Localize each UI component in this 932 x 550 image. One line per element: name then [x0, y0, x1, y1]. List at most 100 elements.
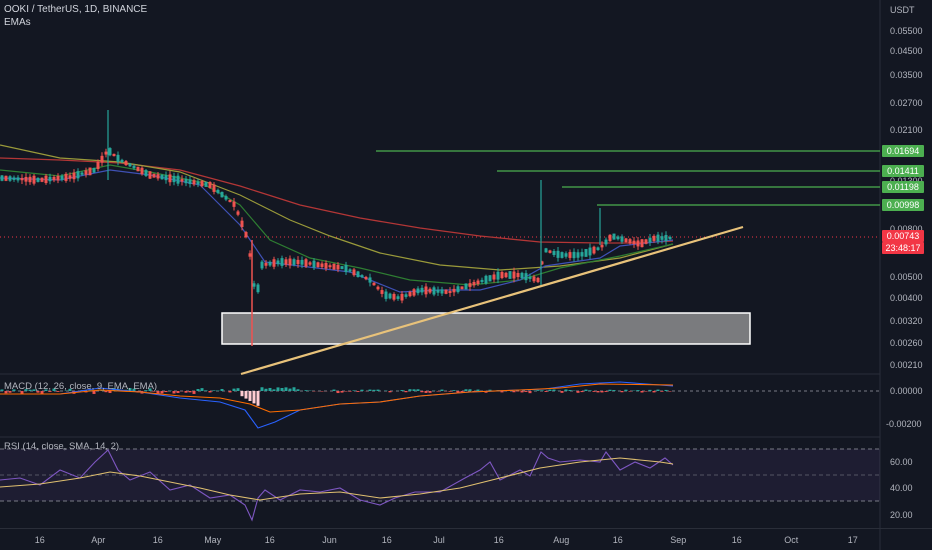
macd-histogram-bar: [548, 389, 552, 391]
macd-histogram-bar: [520, 391, 524, 393]
candle-body: [312, 260, 316, 268]
time-axis-tick: 16: [612, 535, 623, 545]
ema-indicator-label[interactable]: EMAs: [4, 17, 31, 28]
candle-body: [160, 174, 164, 180]
candle-body: [208, 182, 212, 188]
candle-body: [324, 262, 328, 269]
ascending-trend-line[interactable]: [240, 225, 744, 376]
candle-body: [44, 175, 48, 184]
macd-histogram-bar: [256, 391, 260, 406]
price-axis-tick: 0.00260: [890, 338, 923, 348]
candle-body: [544, 248, 548, 253]
candle-body: [16, 177, 20, 181]
candle-body: [444, 289, 448, 294]
candle-body: [192, 180, 196, 185]
macd-histogram-bar: [524, 391, 528, 392]
macd-histogram-bar: [68, 388, 72, 391]
price-axis-tick: 0.02100: [890, 125, 923, 135]
candle-body: [116, 154, 120, 162]
macd-histogram-bar: [252, 391, 256, 404]
macd-histogram-bar: [92, 391, 96, 394]
demand-zone-box[interactable]: [221, 312, 751, 345]
candle-body: [576, 252, 580, 258]
macd-histogram-bar: [272, 389, 276, 391]
candle-body: [376, 286, 380, 290]
candle-body: [36, 177, 40, 182]
candle-body: [428, 288, 432, 293]
time-axis-tick: Aug: [553, 535, 570, 545]
macd-histogram-bar: [612, 390, 616, 391]
macd-histogram-bar: [228, 391, 232, 393]
candle-body: [584, 248, 588, 257]
macd-histogram-bar: [148, 388, 152, 391]
candle-body: [132, 165, 136, 169]
candle-body: [60, 175, 64, 180]
candle-body: [652, 235, 656, 241]
time-axis-tick: 16: [381, 535, 392, 545]
macd-histogram-bar: [628, 391, 632, 392]
macd-histogram-bar: [592, 391, 596, 392]
candle-body: [308, 262, 312, 265]
macd-histogram-bar: [184, 391, 188, 393]
symbol-legend[interactable]: OOKI / TetherUS, 1D, BINANCE: [4, 4, 148, 15]
macd-histogram-bar: [544, 391, 548, 392]
candle-body: [636, 240, 640, 247]
candle-body: [668, 236, 672, 240]
candle-body: [648, 237, 652, 243]
candle-body: [660, 236, 664, 240]
candle-body: [572, 251, 576, 259]
bar-countdown-tag: 23:48:17: [882, 242, 924, 254]
macd-histogram-bar: [536, 390, 540, 391]
macd-histogram-bar: [292, 387, 296, 391]
macd-histogram-bar: [448, 391, 452, 392]
macd-histogram-bar: [608, 389, 612, 391]
candle-body: [412, 289, 416, 296]
candlestick-series: [0, 110, 672, 346]
candle-body: [508, 271, 512, 279]
candle-body: [240, 220, 244, 228]
candle-body: [440, 289, 444, 294]
candle-body: [384, 291, 388, 299]
candle-body: [656, 234, 660, 242]
candle-body: [496, 271, 500, 280]
candle-body: [276, 260, 280, 265]
macd-histogram-bar: [236, 388, 240, 391]
macd-histogram-bar: [244, 391, 248, 399]
macd-histogram-bar: [560, 391, 564, 393]
candle-body: [20, 177, 24, 181]
macd-histogram: [0, 387, 672, 406]
macd-histogram-bar: [588, 390, 592, 391]
macd-histogram-bar: [568, 389, 572, 391]
candle-body: [120, 159, 124, 163]
candle-body: [168, 174, 172, 183]
time-axis-tick: 16: [493, 535, 504, 545]
macd-histogram-bar: [48, 391, 52, 392]
macd-histogram-bar: [476, 389, 480, 391]
candle-body: [580, 252, 584, 257]
candle-body: [628, 239, 632, 244]
candle-body: [140, 167, 144, 175]
candle-body: [156, 174, 160, 179]
macd-histogram-bar: [104, 391, 108, 393]
macd-histogram-bar: [268, 387, 272, 391]
rsi-ma-line: [0, 457, 674, 501]
macd-histogram-bar: [600, 391, 604, 393]
candle-body: [12, 177, 16, 180]
candle-body: [348, 269, 352, 272]
macd-label[interactable]: MACD (12, 26, close, 9, EMA, EMA): [4, 381, 158, 392]
candle-body: [148, 171, 152, 179]
macd-histogram-bar: [132, 388, 136, 391]
macd-histogram-bar: [36, 391, 40, 393]
macd-histogram-bar: [656, 389, 660, 391]
macd-histogram-bar: [196, 389, 200, 391]
candle-body: [264, 262, 268, 266]
macd-histogram-bar: [304, 390, 308, 391]
rsi-label[interactable]: RSI (14, close, SMA, 14, 2): [4, 441, 120, 452]
candle-body: [216, 189, 220, 193]
macd-histogram-bar: [580, 391, 584, 393]
candle-body: [592, 246, 596, 254]
macd-histogram-bar: [156, 391, 160, 394]
candle-body: [644, 239, 648, 244]
candle-body: [28, 176, 32, 183]
